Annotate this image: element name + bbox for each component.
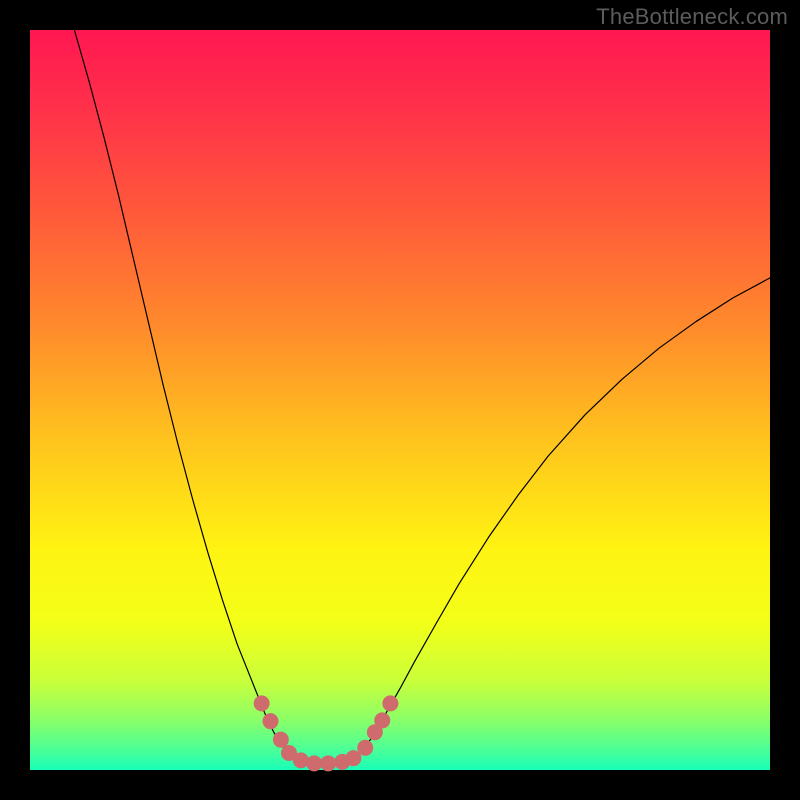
highlight-marker (357, 740, 373, 756)
plot-background (30, 30, 770, 770)
chart-container: TheBottleneck.com (0, 0, 800, 800)
highlight-marker (273, 732, 289, 748)
highlight-marker (254, 695, 270, 711)
highlight-marker (320, 755, 336, 771)
highlight-marker (382, 695, 398, 711)
bottleneck-chart-svg (0, 0, 800, 800)
watermark-label: TheBottleneck.com (596, 4, 788, 30)
highlight-marker (293, 752, 309, 768)
highlight-marker (306, 755, 322, 771)
highlight-marker (263, 713, 279, 729)
highlight-marker (374, 712, 390, 728)
